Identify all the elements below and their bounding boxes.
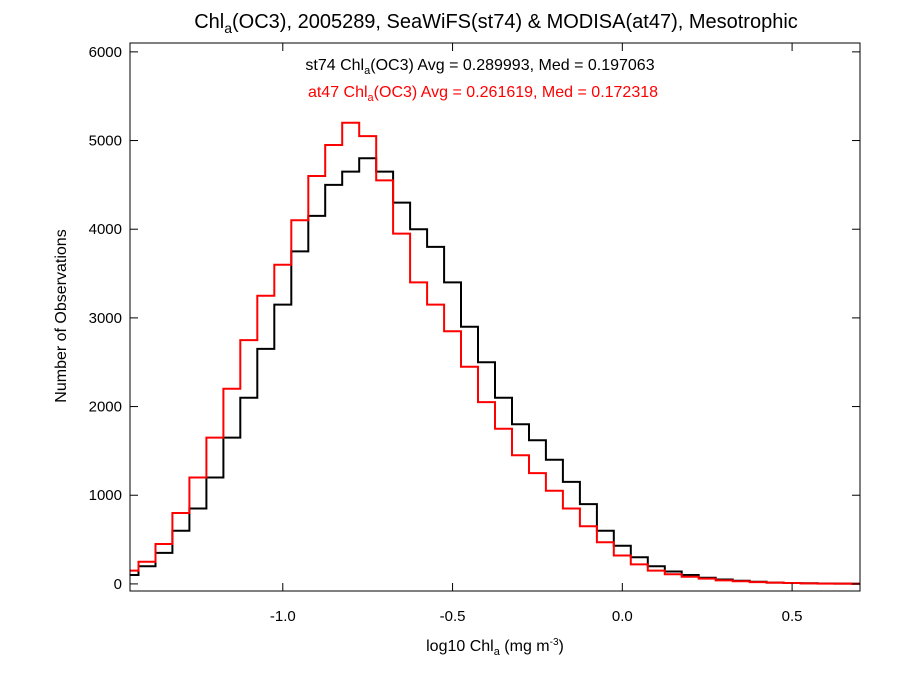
y-tick-label: 1000 <box>89 487 122 504</box>
annotation-at47: at47 Chla(OC3) Avg = 0.261619, Med = 0.1… <box>308 84 658 104</box>
x-axis-label: log10 Chla (mg m-3) <box>426 637 564 658</box>
y-tick-label: 5000 <box>89 133 122 150</box>
x-tick-label: -0.5 <box>440 608 466 625</box>
annotation-st74: st74 Chla(OC3) Avg = 0.289993, Med = 0.1… <box>305 57 654 77</box>
series-line-at47 <box>130 121 860 585</box>
y-tick-label: 4000 <box>89 221 122 238</box>
plot-frame <box>129 42 861 592</box>
y-tick-label: 6000 <box>89 44 122 61</box>
y-tick-label: 2000 <box>89 399 122 416</box>
x-tick-label: -1.0 <box>270 608 296 625</box>
x-tick-label: 0.5 <box>782 608 803 625</box>
y-tick-label: 0 <box>114 576 122 593</box>
series-layer <box>130 121 860 585</box>
y-ticks: 0 1000 2000 3000 4000 5000 6000 <box>89 44 860 593</box>
chart-title: Chla(OC3), 2005289, SeaWiFS(st74) & MODI… <box>194 11 798 36</box>
y-tick-label: 3000 <box>89 310 122 327</box>
x-ticks: -1.0 -0.5 0.0 0.5 <box>270 43 803 625</box>
x-tick-label: 0.0 <box>612 608 633 625</box>
y-axis-label: Number of Observations <box>53 229 70 402</box>
